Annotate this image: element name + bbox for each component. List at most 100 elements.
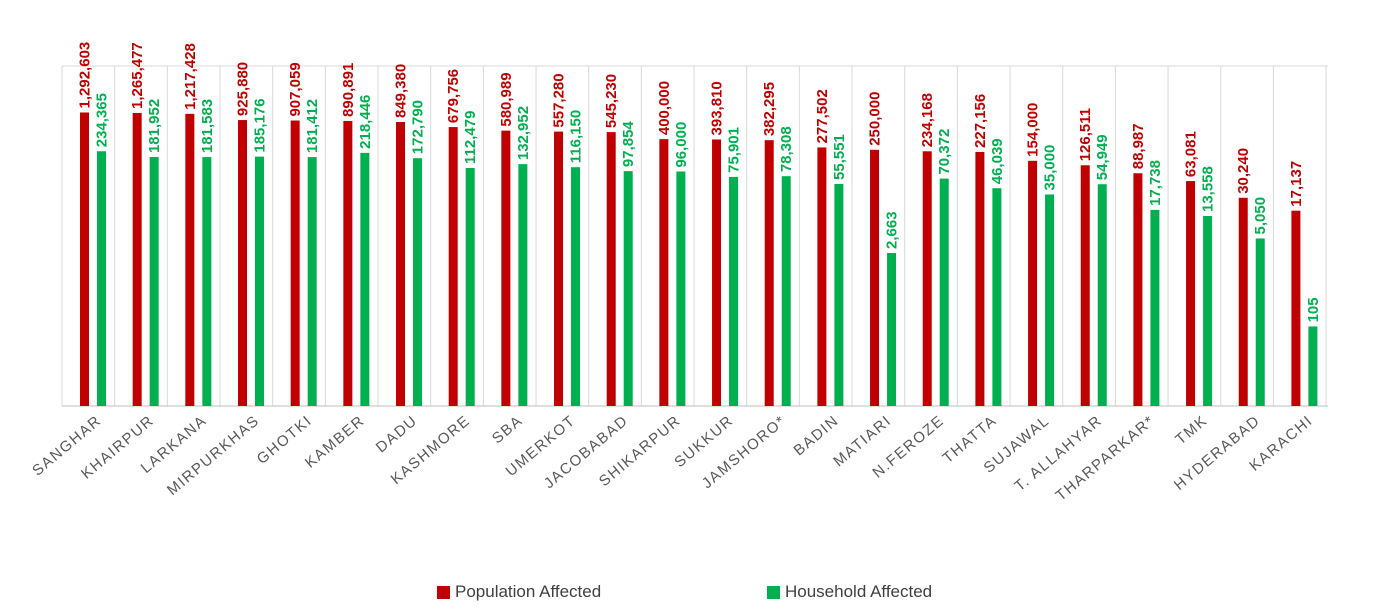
data-label-population: 88,987 bbox=[1130, 123, 1147, 169]
data-label-household: 234,365 bbox=[94, 93, 111, 147]
x-tick-label: THARPARKAR* bbox=[1053, 412, 1159, 505]
bar-household bbox=[1203, 216, 1213, 406]
bar-household bbox=[413, 158, 423, 406]
legend-item-household: Household Affected bbox=[767, 582, 932, 602]
data-label-household: 185,176 bbox=[252, 98, 269, 152]
data-label-household: 5,050 bbox=[1252, 197, 1269, 235]
data-label-population: 250,000 bbox=[867, 92, 884, 146]
x-axis-tick-labels: SANGHARKHAIRPURLARKANAMIRPURKHASGHOTKIKA… bbox=[29, 412, 1316, 505]
bar-population bbox=[975, 151, 985, 406]
data-label-population: 679,756 bbox=[445, 69, 462, 123]
data-label-household: 181,952 bbox=[146, 99, 163, 153]
bar-household bbox=[255, 156, 265, 406]
bar-population bbox=[606, 132, 616, 406]
x-tick-label: T. ALLAHYAR bbox=[1011, 412, 1105, 495]
gridlines bbox=[61, 65, 1328, 407]
bar-household bbox=[1045, 194, 1055, 406]
bar-household bbox=[992, 188, 1002, 406]
data-label-household: 112,479 bbox=[462, 111, 479, 164]
bar-population bbox=[1028, 160, 1038, 406]
bar-household bbox=[465, 167, 475, 406]
bar-population bbox=[80, 112, 89, 406]
bars bbox=[80, 112, 1318, 407]
bar-household bbox=[97, 151, 106, 406]
data-label-population: 227,156 bbox=[972, 94, 989, 148]
x-tick-label: MIRPURKHAS bbox=[164, 412, 263, 499]
data-label-population: 1,292,603 bbox=[77, 42, 94, 109]
bar-household bbox=[1255, 238, 1265, 406]
legend: Population Affected Household Affected bbox=[0, 582, 1391, 606]
data-label-population: 17,137 bbox=[1288, 161, 1305, 207]
x-tick-label: DADU bbox=[373, 412, 421, 456]
data-label-household: 54,949 bbox=[1094, 134, 1111, 180]
bar-population bbox=[396, 122, 406, 406]
data-label-household: 105 bbox=[1305, 297, 1322, 322]
bar-population bbox=[1238, 197, 1248, 406]
data-label-household: 13,558 bbox=[1200, 166, 1217, 212]
data-label-household: 181,412 bbox=[304, 99, 321, 153]
bar-population bbox=[817, 147, 827, 407]
bar-population bbox=[659, 139, 669, 406]
bar-population bbox=[501, 130, 511, 406]
data-label-household: 70,372 bbox=[936, 129, 953, 175]
data-label-population: 907,059 bbox=[287, 62, 304, 116]
bar-household bbox=[1150, 209, 1160, 406]
data-label-household: 181,583 bbox=[199, 99, 216, 153]
bar-household bbox=[623, 171, 633, 406]
data-label-population: 63,081 bbox=[1183, 131, 1200, 177]
data-label-household: 96,000 bbox=[673, 122, 690, 168]
bar-household bbox=[729, 176, 739, 406]
data-label-population: 849,380 bbox=[393, 64, 410, 118]
data-label-population: 1,265,477 bbox=[129, 42, 146, 109]
data-label-population: 890,891 bbox=[340, 63, 357, 117]
bar-population bbox=[870, 149, 880, 407]
bar-population bbox=[185, 113, 195, 406]
data-label-household: 35,000 bbox=[1042, 145, 1059, 191]
data-label-household: 75,901 bbox=[726, 127, 743, 173]
data-label-population: 277,502 bbox=[814, 89, 831, 143]
data-label-household: 46,039 bbox=[989, 138, 1006, 184]
bar-population bbox=[238, 120, 248, 407]
bar-household bbox=[518, 164, 528, 406]
data-label-population: 545,230 bbox=[603, 74, 620, 128]
data-label-population: 234,168 bbox=[919, 93, 936, 147]
bar-household bbox=[149, 157, 159, 406]
bar-household bbox=[1308, 326, 1318, 406]
bar-population bbox=[1080, 165, 1090, 406]
data-label-population: 557,280 bbox=[551, 73, 568, 127]
bar-household bbox=[887, 252, 897, 406]
x-tick-label: SBA bbox=[489, 412, 526, 447]
data-label-population: 400,000 bbox=[656, 81, 673, 135]
data-label-household: 2,663 bbox=[884, 211, 901, 249]
bar-household bbox=[571, 167, 581, 406]
bar-population bbox=[290, 120, 300, 406]
bar-household bbox=[360, 152, 370, 406]
data-label-household: 78,308 bbox=[778, 126, 795, 172]
data-label-household: 132,952 bbox=[515, 106, 532, 160]
data-label-household: 17,738 bbox=[1147, 160, 1164, 206]
data-label-population: 382,295 bbox=[761, 82, 778, 136]
legend-label-household: Household Affected bbox=[785, 582, 933, 601]
data-label-household: 172,790 bbox=[410, 100, 427, 154]
data-label-population: 1,217,428 bbox=[182, 43, 199, 110]
bar-population bbox=[343, 120, 353, 406]
bar-household bbox=[676, 171, 686, 406]
data-label-population: 126,511 bbox=[1077, 108, 1094, 161]
data-label-population: 393,810 bbox=[709, 81, 726, 135]
data-label-population: 30,240 bbox=[1235, 148, 1252, 194]
data-label-household: 218,446 bbox=[357, 95, 374, 149]
bar-household bbox=[1097, 184, 1107, 406]
bar-population bbox=[1186, 181, 1196, 406]
data-label-population: 925,880 bbox=[235, 62, 252, 116]
data-label-household: 55,551 bbox=[831, 134, 848, 180]
bar-population bbox=[712, 139, 722, 407]
bar-population bbox=[132, 112, 142, 406]
data-label-population: 154,000 bbox=[1025, 103, 1042, 157]
legend-swatch-household bbox=[767, 585, 780, 599]
x-tick-label: BADIN bbox=[790, 412, 842, 459]
legend-label-population: Population Affected bbox=[455, 582, 602, 601]
legend-item-population: Population Affected bbox=[437, 582, 601, 602]
